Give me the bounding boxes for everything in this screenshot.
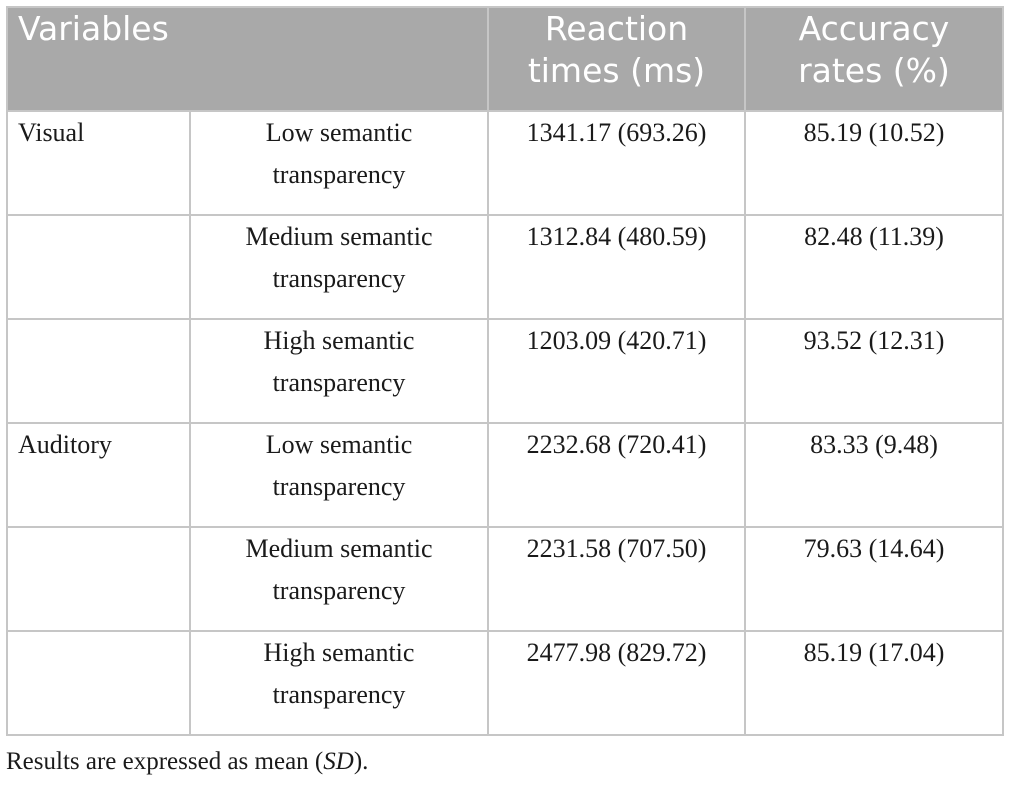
- condition-line1: Medium semantic: [245, 222, 433, 251]
- header-variables: Variables: [6, 6, 489, 112]
- reaction-time-cell: 2477.98 (829.72): [487, 630, 746, 736]
- condition-line1: Low semantic: [265, 118, 413, 147]
- table-row: Auditory Low semantic transparency 2232.…: [6, 422, 1004, 528]
- header-row: Variables Reaction times (ms) Accuracy r…: [6, 6, 1004, 112]
- reaction-time-cell: 1312.84 (480.59): [487, 214, 746, 320]
- condition-cell: High semantic transparency: [189, 630, 489, 736]
- table-row: High semantic transparency 1203.09 (420.…: [6, 318, 1004, 424]
- table-row: Medium semantic transparency 2231.58 (70…: [6, 526, 1004, 632]
- table-row: High semantic transparency 2477.98 (829.…: [6, 630, 1004, 736]
- footnote-suffix: ).: [353, 748, 369, 775]
- condition-cell: High semantic transparency: [189, 318, 489, 424]
- reaction-time-cell: 1203.09 (420.71): [487, 318, 746, 424]
- header-accuracy-rates-line2: rates (%): [798, 51, 950, 90]
- condition-line1: High semantic: [263, 638, 415, 667]
- accuracy-cell: 83.33 (9.48): [744, 422, 1004, 528]
- header-accuracy-rates: Accuracy rates (%): [744, 6, 1004, 112]
- condition-line2: transparency: [272, 368, 406, 397]
- table-row: Visual Low semantic transparency 1341.17…: [6, 110, 1004, 216]
- condition-cell: Low semantic transparency: [189, 422, 489, 528]
- results-table: Variables Reaction times (ms) Accuracy r…: [6, 6, 1004, 736]
- header-reaction-times-line2: times (ms): [527, 51, 706, 90]
- accuracy-cell: 79.63 (14.64): [744, 526, 1004, 632]
- modality-cell: [6, 630, 191, 736]
- condition-line2: transparency: [272, 264, 406, 293]
- condition-line2: transparency: [272, 680, 406, 709]
- reaction-time-cell: 1341.17 (693.26): [487, 110, 746, 216]
- header-reaction-times: Reaction times (ms): [487, 6, 746, 112]
- table-footnote: Results are expressed as mean (SD).: [6, 748, 368, 776]
- header-reaction-times-line1: Reaction: [544, 9, 689, 48]
- modality-cell: [6, 214, 191, 320]
- accuracy-cell: 82.48 (11.39): [744, 214, 1004, 320]
- modality-cell: [6, 526, 191, 632]
- accuracy-cell: 85.19 (17.04): [744, 630, 1004, 736]
- condition-line1: High semantic: [263, 326, 415, 355]
- condition-cell: Low semantic transparency: [189, 110, 489, 216]
- accuracy-cell: 93.52 (12.31): [744, 318, 1004, 424]
- modality-cell: [6, 318, 191, 424]
- condition-line2: transparency: [272, 472, 406, 501]
- reaction-time-cell: 2231.58 (707.50): [487, 526, 746, 632]
- condition-cell: Medium semantic transparency: [189, 214, 489, 320]
- condition-line1: Medium semantic: [245, 534, 433, 563]
- accuracy-cell: 85.19 (10.52): [744, 110, 1004, 216]
- condition-line2: transparency: [272, 576, 406, 605]
- footnote-italic: SD: [323, 748, 354, 775]
- table-body: Visual Low semantic transparency 1341.17…: [6, 110, 1004, 736]
- modality-cell: Auditory: [6, 422, 191, 528]
- header-accuracy-rates-line1: Accuracy: [798, 9, 950, 48]
- table-header: Variables Reaction times (ms) Accuracy r…: [6, 6, 1004, 112]
- table-row: Medium semantic transparency 1312.84 (48…: [6, 214, 1004, 320]
- condition-line1: Low semantic: [265, 430, 413, 459]
- modality-cell: Visual: [6, 110, 191, 216]
- condition-cell: Medium semantic transparency: [189, 526, 489, 632]
- condition-line2: transparency: [272, 160, 406, 189]
- footnote-prefix: Results are expressed as mean (: [6, 748, 324, 775]
- reaction-time-cell: 2232.68 (720.41): [487, 422, 746, 528]
